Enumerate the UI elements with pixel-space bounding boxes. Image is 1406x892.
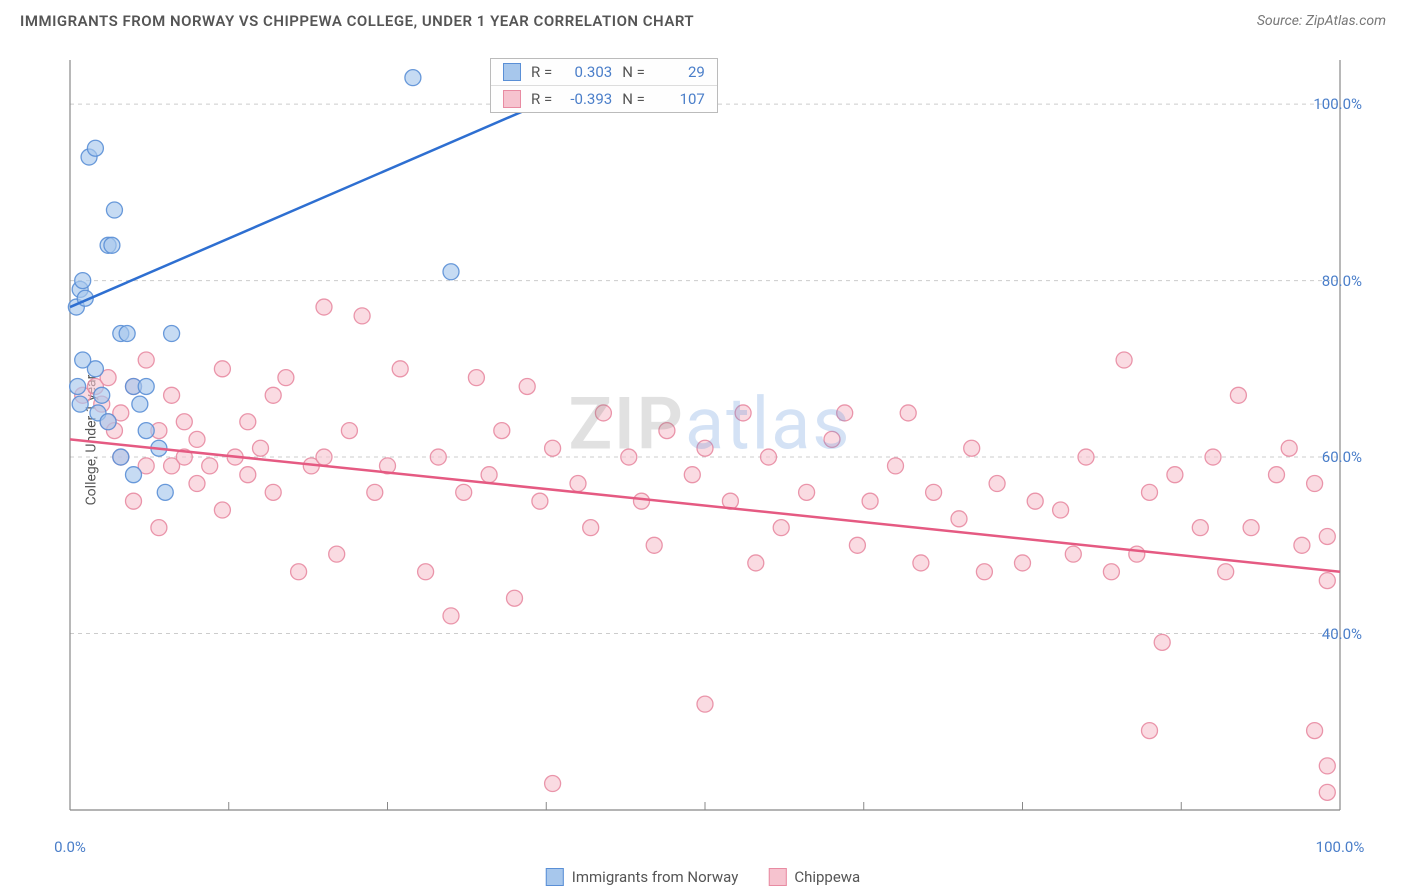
stat-r-label: R = xyxy=(531,63,552,81)
legend-swatch xyxy=(546,868,564,886)
correlation-stats-box: R = 0.303 N = 29 R = -0.393 N = 107 xyxy=(490,58,718,113)
stat-n-value: 29 xyxy=(655,63,705,81)
x-tick-label: 0.0% xyxy=(54,838,86,856)
stat-r-label: R = xyxy=(531,90,552,108)
stat-n-label: N = xyxy=(622,90,645,108)
legend-item: Chippewa xyxy=(768,868,860,886)
stats-row: R = -0.393 N = 107 xyxy=(491,85,717,112)
chart-title: IMMIGRANTS FROM NORWAY VS CHIPPEWA COLLE… xyxy=(20,12,694,30)
x-tick-label: 100.0% xyxy=(1316,838,1365,856)
legend-swatch xyxy=(768,868,786,886)
stat-r-value: 0.303 xyxy=(562,63,612,81)
y-tick-label: 80.0% xyxy=(1322,272,1362,290)
chart-source: Source: ZipAtlas.com xyxy=(1257,13,1386,29)
stats-swatch xyxy=(503,90,521,108)
chart-header: IMMIGRANTS FROM NORWAY VS CHIPPEWA COLLE… xyxy=(0,0,1406,38)
y-tick-label: 100.0% xyxy=(1313,95,1362,113)
stat-n-label: N = xyxy=(622,63,645,81)
chart-area: College, Under 1 year ZIPatlas R = 0.303… xyxy=(50,50,1370,830)
stat-r-value: -0.393 xyxy=(562,90,612,108)
stats-row: R = 0.303 N = 29 xyxy=(491,59,717,85)
stat-n-value: 107 xyxy=(655,90,705,108)
stats-swatch xyxy=(503,63,521,81)
legend-label: Immigrants from Norway xyxy=(572,868,739,886)
scatter-plot xyxy=(50,50,1370,830)
bottom-legend: Immigrants from Norway Chippewa xyxy=(546,868,860,886)
legend-label: Chippewa xyxy=(794,868,860,886)
legend-item: Immigrants from Norway xyxy=(546,868,739,886)
y-tick-label: 40.0% xyxy=(1322,625,1362,643)
y-tick-label: 60.0% xyxy=(1322,448,1362,466)
